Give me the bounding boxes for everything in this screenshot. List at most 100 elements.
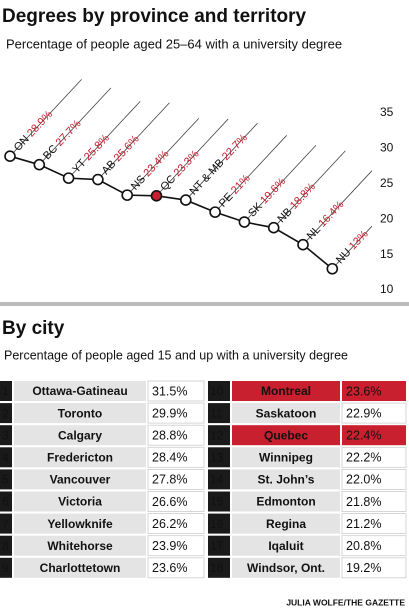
city: Montreal xyxy=(261,384,311,398)
chart-subtitle: Percentage of people aged 25–64 with a u… xyxy=(6,36,342,51)
value: 27.8% xyxy=(152,473,187,487)
city: Yellowknife xyxy=(47,517,113,531)
rank-cell xyxy=(208,403,230,424)
value: 23.6% xyxy=(346,384,381,398)
value: 26.2% xyxy=(152,517,187,531)
point-label: PE21% xyxy=(217,172,253,209)
value-label: 27.7% xyxy=(53,118,83,149)
city-cell xyxy=(232,513,340,534)
rank-cell xyxy=(208,491,230,512)
value: 31.5% xyxy=(152,384,187,398)
rank: 16 xyxy=(210,517,224,531)
point xyxy=(121,189,133,201)
rank-cell xyxy=(0,491,12,512)
leader-line xyxy=(156,118,229,197)
value: 22.9% xyxy=(346,406,381,420)
separator xyxy=(0,302,409,306)
value: 26.6% xyxy=(152,495,187,509)
rank: 12 xyxy=(210,428,224,442)
value: 22.2% xyxy=(346,451,381,465)
value-label: 25.6% xyxy=(112,133,142,164)
rank: 8 xyxy=(2,539,9,553)
point xyxy=(238,216,251,228)
city-cell xyxy=(14,513,146,534)
value-cell xyxy=(147,424,205,446)
rank: 5 xyxy=(2,473,9,487)
y-tick-label: 35 xyxy=(380,105,394,119)
point xyxy=(62,172,75,184)
value: 21.2% xyxy=(346,517,381,531)
leader-line xyxy=(302,170,373,245)
value-label: 23.3% xyxy=(171,148,201,179)
leader-line xyxy=(97,102,170,180)
point xyxy=(180,194,192,206)
value: 28.8% xyxy=(152,428,187,442)
city-cell xyxy=(232,469,340,490)
city: Regina xyxy=(266,517,306,531)
rank: 13 xyxy=(210,450,224,464)
value-cell xyxy=(341,491,407,512)
rank: 1 xyxy=(2,384,9,398)
value-cell xyxy=(342,425,406,446)
value-cell xyxy=(341,468,407,490)
value: 23.6% xyxy=(152,561,187,575)
value: 22.4% xyxy=(346,428,381,442)
point xyxy=(150,190,163,202)
rank-cell xyxy=(208,469,230,490)
city: Charlottetown xyxy=(40,561,121,575)
city-cell xyxy=(14,425,146,446)
point xyxy=(92,173,104,186)
value-cell xyxy=(147,513,205,534)
point-label: NU13% xyxy=(334,228,371,266)
rank-cell xyxy=(0,447,12,468)
city-cell xyxy=(14,557,146,578)
value-label: 18.8% xyxy=(288,181,318,212)
rank-cell xyxy=(0,557,12,578)
point xyxy=(267,221,280,234)
value-label: 28.9% xyxy=(25,108,55,139)
city-cell xyxy=(232,403,340,424)
point-label: NL16.4% xyxy=(305,198,347,242)
rank: 9 xyxy=(2,561,9,575)
section-title: By city xyxy=(2,318,65,339)
value-cell xyxy=(342,381,406,401)
point xyxy=(297,238,309,251)
leader-line xyxy=(68,101,141,179)
city: Edmonton xyxy=(256,495,315,509)
value-label: 19.6% xyxy=(258,175,288,206)
rank: 4 xyxy=(2,450,9,464)
value-cell xyxy=(341,446,407,468)
rank: 6 xyxy=(2,495,9,509)
leader-line xyxy=(214,135,288,213)
leader-line xyxy=(126,118,200,196)
rank: 17 xyxy=(210,539,224,553)
city-cell xyxy=(14,447,146,468)
y-tick-label: 20 xyxy=(380,211,394,225)
value-cell xyxy=(147,380,205,402)
city: Ottawa-Gatineau xyxy=(32,384,127,398)
city-cell xyxy=(232,535,340,556)
leader-line xyxy=(273,150,346,228)
city: Vancouver xyxy=(50,473,111,487)
value-cell xyxy=(341,557,407,579)
city-cell xyxy=(232,381,340,401)
city-cell xyxy=(232,557,340,578)
leader-line xyxy=(185,123,258,201)
point xyxy=(33,158,46,171)
city-cell xyxy=(232,491,340,512)
value-cell xyxy=(147,491,205,512)
value-cell xyxy=(147,468,205,490)
value-cell xyxy=(341,513,407,534)
city-cell xyxy=(14,381,146,401)
y-tick-label: 15 xyxy=(380,247,394,261)
value-cell xyxy=(341,402,407,424)
city-cell xyxy=(14,403,146,424)
value-label: 16.4% xyxy=(316,198,346,229)
value: 19.2% xyxy=(346,561,381,575)
rank-cell xyxy=(208,513,230,534)
value: 20.8% xyxy=(346,539,381,553)
leader-line xyxy=(9,79,82,157)
y-tick-label: 25 xyxy=(380,176,394,190)
city: Quebec xyxy=(264,428,308,442)
